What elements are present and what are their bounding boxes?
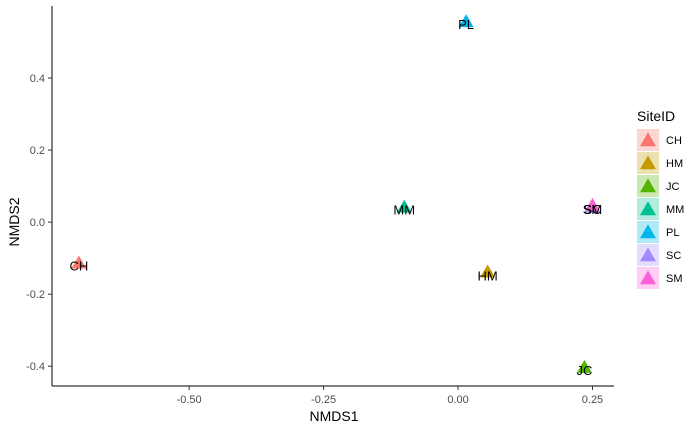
point-label-sm: SM [583, 202, 603, 217]
legend-label-sc: SC [666, 250, 681, 262]
point-label-hm: HM [478, 268, 498, 283]
legend-triangle-mm [640, 201, 656, 216]
point-sm-triangle [584, 197, 600, 211]
legend-title: SiteID [637, 108, 675, 124]
y-axis: -0.4 -0.2 0.0 0.2 0.4 [26, 6, 53, 386]
y-tick-label: 0.2 [30, 145, 45, 157]
legend-label-pl: PL [666, 227, 679, 239]
point-jc-triangle [576, 359, 592, 373]
point-label-sc: SC [583, 202, 601, 217]
y-tick-label: 0.0 [30, 217, 45, 229]
x-tick-label: -0.25 [311, 394, 336, 406]
y-tick-label: 0.4 [30, 73, 45, 85]
point-label-pl: PL [458, 17, 474, 32]
legend-triangle-pl [640, 224, 656, 239]
point-label-ch: CH [69, 258, 88, 273]
legend-triangle-sm [640, 270, 656, 285]
y-axis-title: NMDS2 [6, 197, 22, 246]
x-axis-title: NMDS1 [309, 408, 358, 424]
point-label-jc: JC [576, 363, 592, 378]
points-layer [71, 14, 600, 373]
legend: SiteID CH HM JC MM PL SC SM [637, 108, 684, 289]
legend-triangle-hm [640, 155, 656, 170]
x-tick-label: 0.25 [582, 394, 603, 406]
x-axis: -0.50 -0.25 0.00 0.25 [52, 385, 614, 406]
point-mm-triangle [396, 199, 412, 213]
point-ch-triangle [71, 255, 87, 269]
y-tick-label: -0.4 [26, 361, 45, 373]
legend-triangle-sc [640, 247, 656, 262]
legend-label-mm: MM [666, 204, 684, 216]
legend-triangle-ch [640, 132, 656, 147]
point-hm-triangle [480, 264, 496, 278]
x-tick-label: 0.00 [447, 394, 468, 406]
point-label-mm: MM [393, 203, 415, 218]
y-tick-label: -0.2 [26, 289, 45, 301]
legend-label-hm: HM [666, 158, 683, 170]
x-tick-label: -0.50 [177, 394, 202, 406]
legend-label-ch: CH [666, 135, 682, 147]
legend-label-sm: SM [666, 273, 683, 285]
legend-triangle-jc [640, 178, 656, 193]
legend-label-jc: JC [666, 181, 680, 193]
point-pl-triangle [458, 14, 474, 28]
